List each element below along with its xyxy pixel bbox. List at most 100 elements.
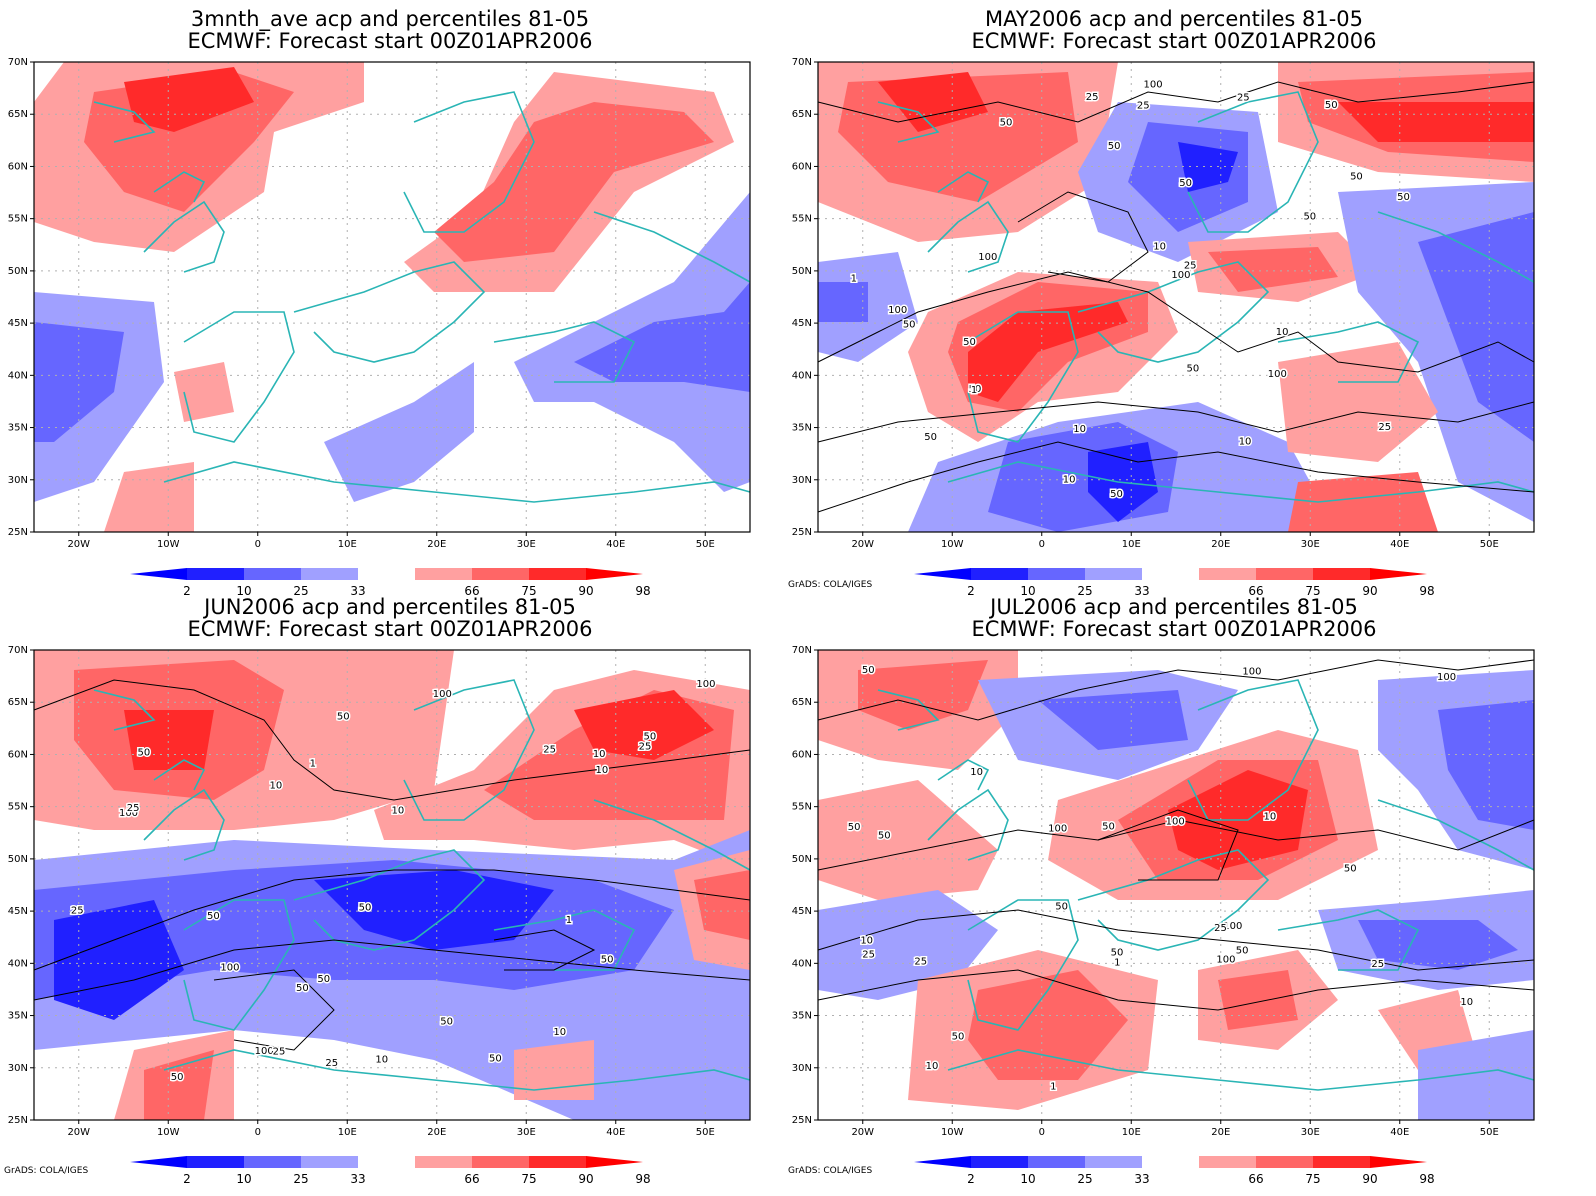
contour-label: 100 bbox=[1048, 824, 1067, 835]
lat-label: 35N bbox=[8, 1011, 28, 1022]
colorbar: 2 10 25 33 66 75 90 98 bbox=[130, 568, 651, 598]
coastline bbox=[967, 899, 1079, 1031]
contour-line bbox=[33, 869, 751, 971]
coastline bbox=[1187, 91, 1319, 233]
lat-label: 30N bbox=[8, 475, 28, 486]
shaded-region bbox=[1278, 342, 1438, 462]
lon-label: 20W bbox=[67, 1127, 90, 1138]
shaded-region bbox=[514, 1040, 594, 1100]
lon-label: 40E bbox=[1390, 539, 1409, 550]
colorbar: 2 10 25 33 66 75 90 98 bbox=[130, 1156, 651, 1186]
lat-label: 55N bbox=[8, 214, 28, 225]
colorbar-label: 66 bbox=[464, 1172, 479, 1186]
lon-label: 30E bbox=[1301, 539, 1320, 550]
colorbar-segment bbox=[415, 1156, 472, 1168]
contour-label: 100 bbox=[888, 305, 907, 316]
lon-label: 20E bbox=[1211, 1127, 1230, 1138]
credit-text: GrADS: COLA/IGES bbox=[788, 1166, 873, 1176]
contour-label: 50 bbox=[337, 711, 350, 722]
colorbar-label: 10 bbox=[236, 584, 251, 598]
lat-label: 60N bbox=[792, 749, 812, 760]
lon-label: 30E bbox=[1301, 1127, 1320, 1138]
lat-label: 45N bbox=[8, 318, 28, 329]
map-svg: 5050505050100505050501001001001005025251… bbox=[792, 57, 1535, 550]
map-frame bbox=[817, 61, 1535, 533]
contour-label: 50 bbox=[862, 665, 875, 676]
shaded-region bbox=[968, 302, 1128, 402]
contour-label: 25 bbox=[862, 949, 875, 960]
colorbar-right-arrow bbox=[586, 568, 643, 580]
colorbar-segment bbox=[472, 1156, 529, 1168]
lat-label: 30N bbox=[8, 1063, 28, 1074]
colorbar-label: 33 bbox=[350, 1172, 365, 1186]
lat-label: 65N bbox=[8, 109, 28, 120]
shaded-region bbox=[1038, 690, 1188, 750]
lon-label: 10E bbox=[338, 1127, 357, 1138]
lon-label: 10W bbox=[941, 539, 964, 550]
colorbar-label: 98 bbox=[635, 1172, 650, 1186]
gridlines bbox=[818, 62, 1534, 532]
contour-line bbox=[33, 679, 751, 801]
shaded-field bbox=[34, 650, 750, 1120]
contour-line bbox=[817, 271, 1535, 373]
coastline bbox=[293, 261, 486, 363]
contour-label: 100 bbox=[978, 252, 997, 263]
lat-label: 50N bbox=[8, 266, 28, 277]
gridlines bbox=[34, 62, 750, 532]
colorbar-label: 10 bbox=[1020, 584, 1035, 598]
coastline bbox=[493, 909, 636, 971]
coastlines bbox=[877, 91, 1535, 503]
contour-label: 100 bbox=[1223, 921, 1242, 932]
colorbar-segment bbox=[1313, 1156, 1370, 1168]
colorbar-label: 75 bbox=[1305, 1172, 1320, 1186]
colorbar-label: 10 bbox=[1020, 1172, 1035, 1186]
panel-subtitle: ECMWF: Forecast start 00Z01APR2006 bbox=[971, 29, 1377, 53]
lat-label: 50N bbox=[8, 854, 28, 865]
lat-label: 25N bbox=[792, 1115, 812, 1126]
contour-label: 25 bbox=[71, 905, 84, 916]
coastline bbox=[927, 788, 1009, 861]
contour-label: 25 bbox=[1137, 100, 1150, 111]
colorbar-segment bbox=[244, 1156, 301, 1168]
lat-label: 25N bbox=[8, 1115, 28, 1126]
colorbar-label: 98 bbox=[1419, 1172, 1434, 1186]
lat-label: 40N bbox=[8, 958, 28, 969]
lat-label: 25N bbox=[792, 527, 812, 538]
coastline bbox=[947, 1049, 1535, 1091]
colorbar-segment bbox=[301, 1156, 358, 1168]
lon-label: 20E bbox=[1211, 539, 1230, 550]
contour-label: 10 bbox=[1073, 424, 1086, 435]
map-frame bbox=[817, 649, 1535, 1121]
coastlines bbox=[93, 91, 751, 503]
colorbar-label: 2 bbox=[967, 1172, 975, 1186]
colorbar-segment bbox=[472, 568, 529, 580]
contour-line bbox=[817, 659, 1535, 721]
colorbar-label: 90 bbox=[1362, 584, 1377, 598]
contour-label: 25 bbox=[1214, 923, 1227, 934]
coastline bbox=[593, 799, 751, 871]
shaded-region bbox=[1358, 920, 1518, 970]
lon-label: 0 bbox=[255, 539, 261, 550]
colorbar-label: 66 bbox=[1248, 1172, 1263, 1186]
lat-label: 70N bbox=[792, 645, 812, 656]
contour-label: 10 bbox=[553, 1027, 566, 1038]
panel-subtitle: ECMWF: Forecast start 00Z01APR2006 bbox=[187, 29, 593, 53]
contour-label: 100 bbox=[1166, 816, 1185, 827]
coastline bbox=[593, 211, 751, 283]
contour-label: 100 bbox=[1171, 270, 1190, 281]
shaded-field bbox=[818, 62, 1534, 532]
coastline bbox=[183, 899, 295, 1031]
lat-label: 45N bbox=[792, 318, 812, 329]
contour-label: 50 bbox=[601, 955, 614, 966]
lat-label: 70N bbox=[792, 57, 812, 68]
contour-label: 10 bbox=[375, 1054, 388, 1065]
coastline bbox=[403, 91, 535, 233]
contour-line bbox=[817, 81, 1535, 123]
shaded-region bbox=[1288, 472, 1438, 532]
lon-label: 20E bbox=[427, 1127, 446, 1138]
colorbar-label: 33 bbox=[350, 584, 365, 598]
contour-label: 25 bbox=[325, 1058, 338, 1069]
contour-label: 50 bbox=[848, 822, 861, 833]
shaded-region bbox=[434, 102, 714, 262]
coastline bbox=[927, 200, 1009, 273]
